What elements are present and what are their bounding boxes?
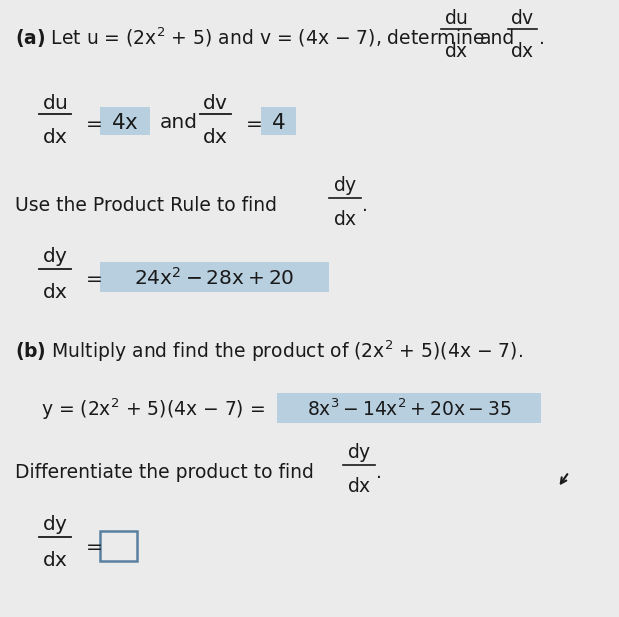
Text: $\mathrm{dv}$: $\mathrm{dv}$ (511, 9, 535, 28)
Text: $=$: $=$ (82, 536, 103, 555)
FancyBboxPatch shape (100, 262, 329, 291)
Text: $\mathrm{dy}$: $\mathrm{dy}$ (42, 513, 68, 536)
Text: $\mathrm{du}$: $\mathrm{du}$ (42, 94, 68, 113)
Text: .: . (539, 29, 545, 48)
Text: .: . (363, 196, 368, 215)
FancyBboxPatch shape (100, 531, 137, 561)
Text: $\mathrm{dx}$: $\mathrm{dx}$ (444, 42, 468, 61)
FancyBboxPatch shape (261, 107, 296, 135)
Text: $\mathrm{dx}$: $\mathrm{dx}$ (347, 477, 371, 496)
Text: $\mathrm{8x^3 - 14x^2 + 20x - 35}$: $\mathrm{8x^3 - 14x^2 + 20x - 35}$ (306, 398, 511, 420)
Text: $\mathbf{(b)}$ Multiply and find the product of (2x$^2$ + 5)(4x $-$ 7).: $\mathbf{(b)}$ Multiply and find the pro… (15, 339, 523, 365)
Text: $\mathrm{4x}$: $\mathrm{4x}$ (111, 113, 139, 133)
Text: $=$: $=$ (242, 114, 263, 133)
Text: and: and (480, 29, 516, 48)
Text: y = (2x$^2$ + 5)(4x $-$ 7) =: y = (2x$^2$ + 5)(4x $-$ 7) = (41, 396, 265, 421)
Text: $\mathrm{dv}$: $\mathrm{dv}$ (202, 94, 228, 113)
Text: $=$: $=$ (82, 114, 103, 133)
Text: $\mathrm{dy}$: $\mathrm{dy}$ (332, 174, 357, 197)
Text: $\mathbf{(a)}$ Let u = (2x$^2$ + 5) and v = (4x $-$ 7), determine: $\mathbf{(a)}$ Let u = (2x$^2$ + 5) and … (15, 26, 485, 51)
Text: $\mathrm{dx}$: $\mathrm{dx}$ (332, 210, 357, 229)
Text: $\mathrm{4}$: $\mathrm{4}$ (271, 113, 285, 133)
Text: $\mathrm{dy}$: $\mathrm{dy}$ (42, 245, 68, 268)
Text: $\mathrm{dx}$: $\mathrm{dx}$ (42, 551, 68, 569)
Text: and: and (160, 114, 197, 133)
Text: .: . (376, 463, 383, 482)
Text: $\mathrm{dx}$: $\mathrm{dx}$ (202, 128, 228, 147)
Text: $\mathrm{du}$: $\mathrm{du}$ (444, 9, 468, 28)
Text: $\mathrm{dx}$: $\mathrm{dx}$ (42, 283, 68, 302)
Text: $\mathrm{dx}$: $\mathrm{dx}$ (42, 128, 68, 147)
FancyBboxPatch shape (277, 393, 541, 423)
Text: $=$: $=$ (82, 268, 103, 287)
Text: Use the Product Rule to find: Use the Product Rule to find (15, 196, 277, 215)
Text: Differentiate the product to find: Differentiate the product to find (15, 463, 314, 482)
Text: $\mathrm{dx}$: $\mathrm{dx}$ (511, 42, 535, 61)
FancyBboxPatch shape (100, 107, 150, 135)
Text: $\mathrm{dy}$: $\mathrm{dy}$ (347, 441, 371, 464)
Text: $\mathrm{24x^2 - 28x + 20}$: $\mathrm{24x^2 - 28x + 20}$ (134, 267, 295, 289)
